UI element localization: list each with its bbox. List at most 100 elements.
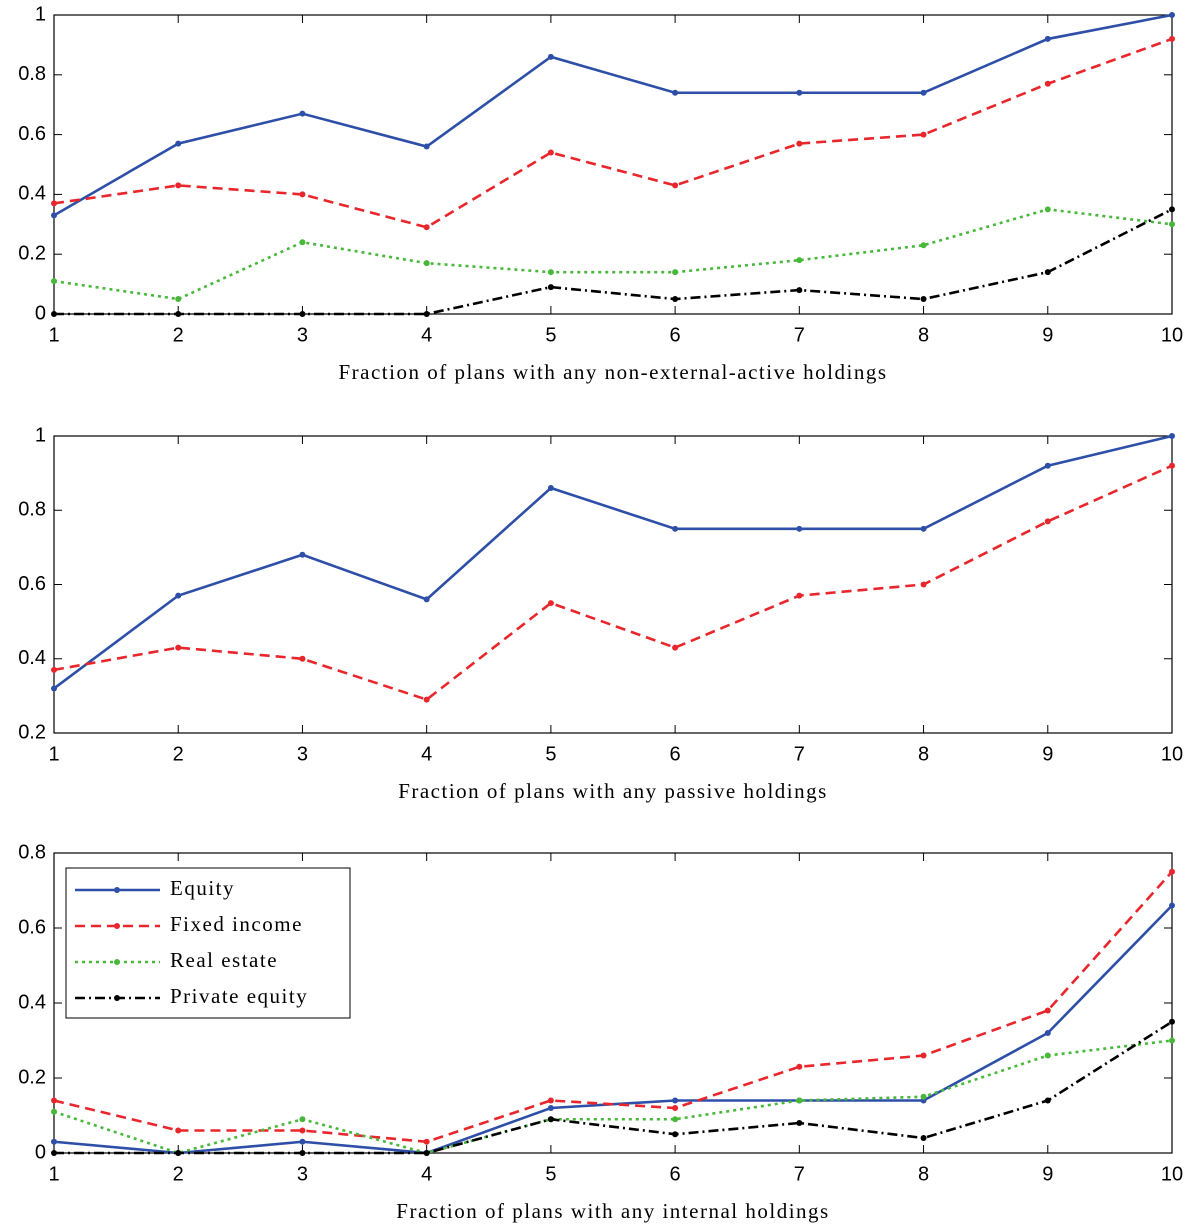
point [1044,462,1051,469]
point [920,242,927,249]
point [423,596,430,603]
point [51,1097,57,1104]
y-tick-label: 0 [35,1141,46,1163]
series-line [54,1020,1173,1155]
legend-label: Real estate [170,948,278,972]
x-tick-label: 5 [545,1163,556,1185]
plot-frame [53,14,1173,315]
point [423,224,430,231]
x-tick-label: 1 [48,1163,59,1185]
point [672,1097,679,1104]
x-tick-label: 9 [1042,743,1053,765]
x-tick-label: 5 [545,324,556,346]
point [1044,1030,1051,1036]
point [672,89,679,96]
point [920,296,927,303]
point [299,1138,306,1145]
legend-marker [114,995,120,1001]
point [51,666,57,673]
x-tick-label: 8 [918,1163,929,1185]
x-tick-label: 9 [1042,1163,1053,1185]
point [796,257,803,264]
point [672,182,679,189]
x-tick-label: 10 [1161,1163,1183,1185]
x-tick-label: 6 [670,1163,681,1185]
point [547,484,554,491]
point [547,1116,554,1123]
point [1169,868,1175,875]
y-tick-label: 0.4 [18,183,46,205]
y-tick-label: 0.8 [18,499,46,521]
point [423,1150,430,1156]
x-tick-label: 4 [421,1163,432,1185]
point [672,1131,679,1138]
y-tick-label: 0.4 [18,991,46,1013]
point [672,296,679,303]
x-tick-label: 3 [297,743,308,765]
point [796,140,803,147]
point [299,110,306,117]
point [547,269,554,276]
point [175,644,182,651]
x-tick-label: 7 [794,324,805,346]
point [920,1135,927,1141]
x-tick-label: 2 [173,324,184,346]
point [920,1052,927,1059]
x-tick-label: 5 [545,743,556,765]
y-tick-label: 0 [35,302,46,324]
x-axis-label: Fraction of plans with any internal hold… [396,1199,829,1223]
x-tick-label: 3 [297,1163,308,1185]
point [1044,1097,1051,1104]
x-axis-label: Fraction of plans with any non-external-… [338,360,887,384]
x-tick-label: 4 [421,324,432,346]
point [299,1150,306,1156]
point [672,1116,679,1123]
legend-label: Private equity [170,984,308,1008]
point [1169,1037,1175,1044]
point [175,311,182,317]
x-tick-label: 9 [1042,324,1053,346]
point [920,525,927,532]
point [920,89,927,96]
point [175,182,182,189]
point [1169,1018,1175,1025]
point [920,581,927,588]
point [51,311,57,317]
x-tick-label: 1 [48,324,59,346]
point [672,644,679,651]
point [1044,269,1051,276]
point [796,1097,803,1104]
series-line [53,870,1173,1144]
x-tick-label: 3 [297,324,308,346]
point [1044,1007,1051,1014]
x-tick-label: 7 [794,1163,805,1185]
point [175,592,182,599]
point [299,239,306,246]
point [1044,518,1051,525]
x-tick-label: 6 [670,743,681,765]
point [547,149,554,156]
point [423,311,430,317]
point [423,260,430,267]
x-tick-label: 7 [794,743,805,765]
x-tick-label: 6 [670,324,681,346]
x-tick-label: 8 [918,743,929,765]
point [547,600,554,607]
point [299,191,306,198]
series-line [53,434,1173,690]
point [51,212,57,219]
point [299,311,306,317]
point [1044,206,1051,213]
series-line [54,208,1173,316]
point [299,1116,306,1123]
series-line [53,208,1173,301]
y-tick-label: 0.4 [18,647,46,669]
legend-marker [114,923,120,929]
y-tick-label: 0.2 [18,242,46,264]
x-tick-label: 10 [1161,743,1183,765]
point [175,140,182,147]
point [547,53,554,60]
point [796,287,803,294]
y-tick-label: 0.2 [18,1066,46,1088]
